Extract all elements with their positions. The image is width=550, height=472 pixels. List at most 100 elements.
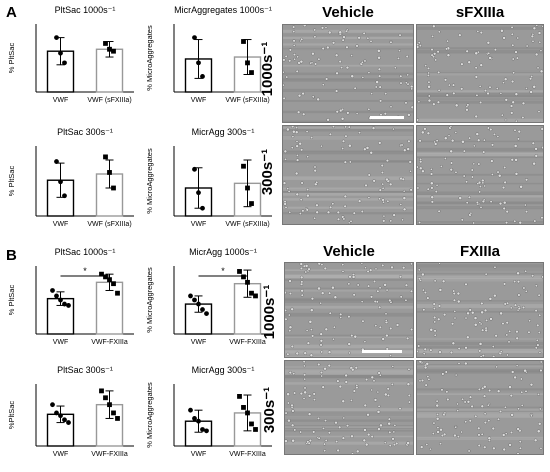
platelet <box>533 438 538 442</box>
flow-streak <box>417 338 543 340</box>
platelet <box>467 195 471 199</box>
platelet <box>430 186 434 190</box>
platelet <box>402 266 406 270</box>
platelet <box>399 275 403 279</box>
data-point <box>196 60 201 66</box>
platelet <box>456 291 461 296</box>
platelet <box>433 279 437 283</box>
platelet <box>517 293 521 297</box>
platelet <box>492 446 496 450</box>
platelet <box>474 414 478 418</box>
data-point <box>99 271 104 277</box>
platelet <box>295 351 299 356</box>
platelet <box>541 275 543 279</box>
platelet <box>344 134 348 138</box>
platelet <box>322 427 325 430</box>
platelet <box>329 205 333 209</box>
platelet <box>426 187 430 191</box>
platelet <box>409 289 413 293</box>
flow-streak <box>417 153 543 157</box>
platelet <box>286 127 290 132</box>
platelet <box>511 370 515 374</box>
platelet <box>291 409 295 413</box>
platelet <box>453 433 457 438</box>
platelet <box>461 397 464 401</box>
platelet <box>426 296 430 300</box>
platelet <box>408 160 412 164</box>
platelet <box>290 344 294 349</box>
platelet <box>488 85 492 89</box>
platelet <box>367 432 371 437</box>
flow-streak <box>283 160 413 162</box>
flow-streak <box>417 195 543 198</box>
platelet <box>529 77 533 81</box>
platelet <box>450 138 455 143</box>
platelet <box>541 25 543 28</box>
platelet <box>521 305 526 310</box>
platelet <box>519 446 522 450</box>
platelet <box>398 407 402 411</box>
flow-streak <box>283 192 413 196</box>
platelet <box>478 85 482 88</box>
platelet <box>534 309 538 313</box>
platelet <box>473 323 478 327</box>
platelet <box>363 428 367 432</box>
platelet <box>434 190 438 194</box>
platelet <box>291 438 295 443</box>
flow-streak <box>417 147 543 152</box>
data-point <box>58 413 63 419</box>
platelet <box>454 131 458 134</box>
platelet <box>310 61 314 65</box>
y-axis-label: % PltSac <box>7 166 16 197</box>
platelet <box>323 449 327 453</box>
platelet <box>488 389 492 393</box>
platelet <box>387 417 391 421</box>
flow-streak <box>285 290 413 292</box>
flow-streak <box>417 90 543 93</box>
platelet <box>355 386 359 390</box>
platelet <box>506 353 509 357</box>
platelet <box>310 297 315 301</box>
platelet <box>496 135 500 138</box>
platelet <box>422 352 426 356</box>
platelet <box>288 279 292 283</box>
platelet <box>483 412 487 416</box>
platelet <box>306 188 310 191</box>
significance-star: * <box>83 266 87 276</box>
platelet <box>432 421 436 425</box>
platelet <box>381 182 385 186</box>
platelet <box>350 334 354 338</box>
platelet <box>404 298 408 302</box>
flow-streak <box>417 202 543 204</box>
flow-streak <box>417 140 543 143</box>
platelet <box>307 267 311 271</box>
platelet <box>490 143 495 147</box>
platelet <box>292 44 296 47</box>
platelet <box>534 284 538 288</box>
platelet <box>531 141 535 145</box>
flow-streak <box>285 426 413 428</box>
platelet <box>436 413 439 416</box>
platelet <box>456 409 460 412</box>
chart-title: MicrAggregates 1000s⁻¹ <box>174 5 272 15</box>
platelet <box>436 100 440 104</box>
platelet <box>497 174 502 178</box>
platelet <box>319 343 323 347</box>
platelet <box>302 361 306 364</box>
platelet <box>291 126 295 129</box>
platelet <box>364 442 369 447</box>
platelet <box>471 311 475 315</box>
platelet <box>534 154 538 158</box>
platelet <box>493 48 497 52</box>
platelet <box>508 443 512 447</box>
platelet <box>313 35 317 39</box>
y-axis-label: % PltSac <box>7 43 16 74</box>
platelet <box>456 435 460 439</box>
platelet <box>417 344 421 348</box>
platelet <box>539 361 543 364</box>
platelet <box>503 282 507 286</box>
flow-streak <box>283 206 413 209</box>
platelet <box>426 131 431 135</box>
platelet <box>367 284 371 288</box>
platelet <box>417 45 420 49</box>
